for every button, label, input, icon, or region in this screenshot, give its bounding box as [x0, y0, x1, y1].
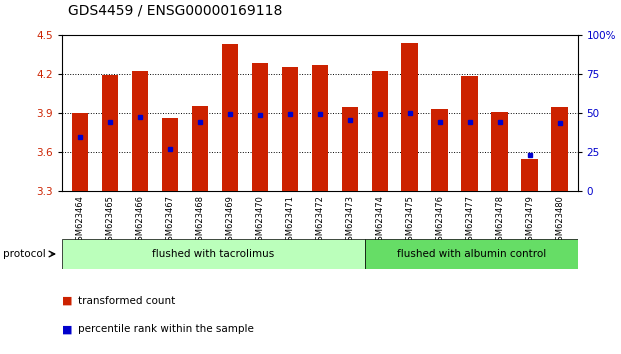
Text: GSM623465: GSM623465	[106, 195, 114, 246]
Bar	[342, 107, 358, 191]
Bar	[222, 44, 238, 191]
Bar	[491, 112, 508, 191]
Bar	[312, 65, 328, 191]
Text: ■: ■	[62, 296, 73, 306]
Text: ■: ■	[62, 324, 73, 334]
Text: GSM623469: GSM623469	[225, 195, 234, 246]
Text: GSM623477: GSM623477	[465, 195, 474, 246]
Text: flushed with albumin control: flushed with albumin control	[397, 249, 546, 259]
Text: GDS4459 / ENSG00000169118: GDS4459 / ENSG00000169118	[68, 4, 283, 18]
Text: GSM623480: GSM623480	[555, 195, 564, 246]
Bar	[461, 76, 478, 191]
Bar	[551, 107, 568, 191]
Bar	[161, 118, 178, 191]
Text: GSM623468: GSM623468	[196, 195, 204, 246]
Text: GSM623479: GSM623479	[525, 195, 534, 246]
Bar	[62, 239, 365, 269]
Text: GSM623464: GSM623464	[76, 195, 84, 246]
Text: percentile rank within the sample: percentile rank within the sample	[78, 324, 253, 334]
Text: GSM623474: GSM623474	[375, 195, 384, 246]
Text: GSM623467: GSM623467	[165, 195, 175, 246]
Bar	[102, 75, 118, 191]
Bar	[132, 71, 148, 191]
Text: GSM623470: GSM623470	[255, 195, 265, 246]
Text: protocol: protocol	[3, 249, 46, 259]
Bar	[371, 71, 388, 191]
Text: transformed count: transformed count	[78, 296, 175, 306]
Bar	[72, 113, 88, 191]
Bar	[522, 159, 538, 191]
Text: GSM623471: GSM623471	[285, 195, 294, 246]
Text: flushed with tacrolimus: flushed with tacrolimus	[152, 249, 274, 259]
Bar	[432, 109, 448, 191]
Bar	[192, 106, 208, 191]
Bar	[401, 43, 418, 191]
Bar	[281, 67, 298, 191]
Text: GSM623476: GSM623476	[435, 195, 444, 246]
Bar	[365, 239, 578, 269]
Text: GSM623473: GSM623473	[345, 195, 355, 246]
Text: GSM623472: GSM623472	[315, 195, 324, 246]
Text: GSM623475: GSM623475	[406, 195, 414, 246]
Text: GSM623478: GSM623478	[495, 195, 504, 246]
Text: GSM623466: GSM623466	[135, 195, 145, 246]
Bar	[252, 63, 268, 191]
